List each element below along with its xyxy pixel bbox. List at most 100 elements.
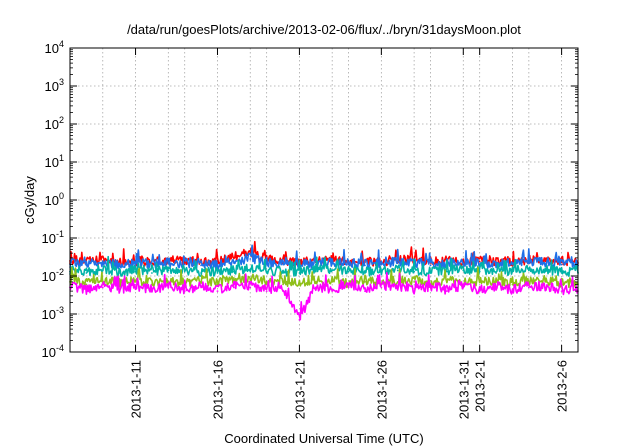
data-point [544,286,547,289]
data-point [200,280,202,283]
y-tick-label: 101 [45,153,64,170]
data-point [429,264,432,267]
data-point [413,290,416,293]
data-point [216,283,219,286]
data-point [183,290,186,293]
data-point [232,262,235,264]
x-tick-label: 2013-2-1 [473,360,488,412]
data-point [560,272,563,274]
data-point [183,270,186,273]
data-point [429,272,432,274]
series-line [69,255,579,277]
y-tick-base: 10 [42,345,56,360]
data-point [298,272,301,274]
data-point [495,272,497,274]
data-point [364,280,366,283]
data-point [200,272,202,274]
data-point [151,272,153,274]
data-point [527,269,530,272]
y-tick-label: 100 [45,191,64,208]
data-point [134,270,137,273]
y-tick-exponent: 0 [59,191,64,201]
data-point [511,263,514,266]
data-point [560,263,563,266]
data-point [544,280,547,283]
data-point [183,263,186,266]
data-point [282,283,284,286]
data-point [151,290,153,293]
data-point [265,262,268,265]
data-point [511,290,514,293]
data-point [232,270,235,273]
series-layer [69,240,579,321]
data-point [216,272,219,274]
y-tick-base: 10 [45,193,59,208]
data-point [282,290,284,293]
data-point [560,290,563,293]
data-point [347,270,350,273]
data-point [413,280,416,283]
data-point [495,280,497,283]
data-point [298,318,301,321]
data-point [183,262,186,264]
data-point [462,262,465,265]
data-point [347,286,350,289]
data-point [478,290,481,293]
data-point [101,269,104,272]
data-point [446,290,448,293]
y-tick-base: 10 [45,79,59,94]
data-point [298,283,301,286]
data-point [364,264,366,267]
x-tick-label: 2013-2-6 [555,360,570,412]
y-tick-label: 10-3 [42,305,64,322]
data-point [265,290,268,293]
y-tick-exponent: -1 [56,229,64,239]
data-point [232,256,235,259]
data-point [249,278,252,281]
data-point [249,286,252,289]
data-point [478,280,481,283]
data-point [85,272,88,274]
data-point [446,270,448,273]
data-point [429,286,432,289]
data-point [314,280,317,283]
data-point [380,270,383,273]
y-tick-label: 10-4 [42,343,64,360]
data-point [265,270,268,273]
x-tick-label: 2013-1-11 [129,360,144,418]
x-axis-label: Coordinated Universal Time (UTC) [224,431,423,446]
y-tick-exponent: 2 [59,115,64,125]
grid [70,47,578,353]
data-point [314,286,317,289]
y-tick-base: 10 [42,307,56,322]
data-point [282,272,284,274]
data-point [200,286,202,289]
data-point [85,264,88,267]
data-point [331,269,334,272]
data-point [331,262,334,265]
data-point [396,286,399,289]
data-point [249,258,252,260]
series-line [69,271,579,321]
data-point [232,286,235,289]
y-tick-exponent: 4 [59,39,64,49]
x-tick-label: 2013-1-21 [292,360,307,419]
y-tick-base: 10 [42,269,56,284]
data-point [118,272,121,274]
y-tick-base: 10 [45,41,59,56]
x-tick-label: 2013-1-26 [374,360,389,419]
y-tick-label: 10-2 [42,267,64,284]
data-point [118,290,121,293]
y-tick-base: 10 [42,231,56,246]
data-point [380,286,383,289]
axes: 10410310210110010-110-210-310-42013-1-11… [42,39,578,419]
data-point [134,280,137,283]
data-point [527,262,530,264]
data-point [511,283,514,286]
y-tick-label: 104 [45,39,64,56]
data-point [167,286,170,289]
y-tick-exponent: 3 [59,77,64,87]
y-tick-exponent: -2 [56,267,64,277]
data-point [216,290,219,293]
